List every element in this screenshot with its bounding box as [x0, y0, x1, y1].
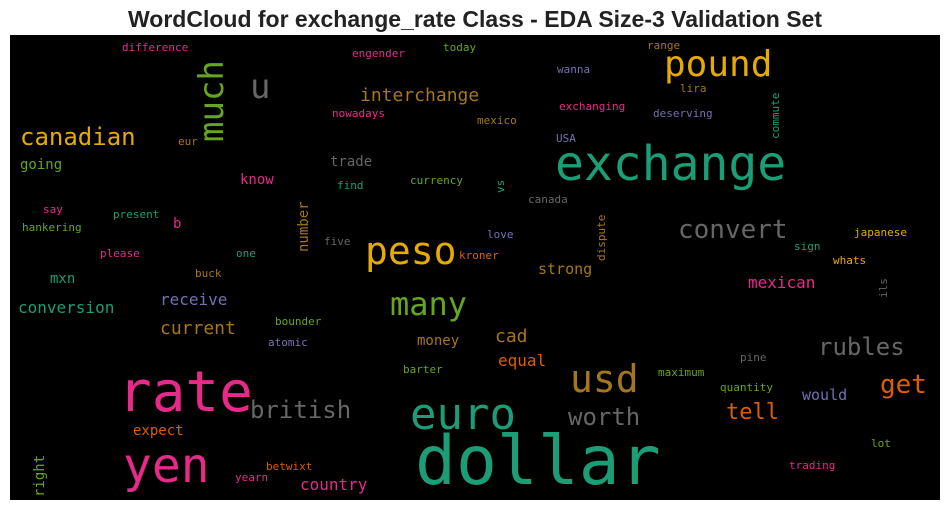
word-find: find	[337, 179, 364, 192]
word-strong: strong	[538, 260, 593, 278]
word-say: say	[43, 203, 63, 216]
word-receive: receive	[160, 290, 228, 309]
word-cad: cad	[495, 326, 528, 347]
word-dispute: dispute	[595, 214, 608, 262]
word-kroner: kroner	[459, 249, 499, 262]
word-much: much	[192, 59, 232, 142]
word-engender: engender	[352, 47, 405, 60]
word-maximum: maximum	[658, 366, 705, 379]
word-today: today	[443, 41, 477, 54]
word-present: present	[113, 208, 160, 221]
word-mexican: mexican	[748, 273, 816, 292]
word-deserving: deserving	[653, 107, 713, 120]
word-british: british	[250, 396, 352, 424]
word-mxn: mxn	[50, 271, 76, 287]
word-nowadays: nowadays	[332, 107, 385, 120]
word-currency: currency	[410, 174, 463, 187]
word-buck: buck	[195, 267, 222, 280]
word-bounder: bounder	[275, 315, 322, 328]
word-euro: euro	[410, 389, 516, 440]
word-eur: eur	[178, 135, 198, 148]
word-u: u	[250, 67, 271, 107]
word-lot: lot	[871, 437, 891, 450]
word-know: know	[240, 172, 274, 188]
word-whats: whats	[833, 254, 867, 267]
word-sign: sign	[794, 240, 821, 253]
word-expect: expect	[133, 423, 184, 439]
word-commute: commute	[769, 92, 782, 140]
word-range: range	[647, 39, 681, 52]
word-canada: canada	[528, 193, 568, 206]
word-one: one	[236, 247, 256, 260]
word-pound: pound	[664, 44, 773, 85]
word-canadian: canadian	[20, 123, 136, 151]
word-atomic: atomic	[268, 336, 308, 349]
word-barter: barter	[403, 363, 443, 376]
word-going: going	[20, 157, 63, 173]
word-vs: vs	[494, 179, 507, 194]
word-equal: equal	[498, 351, 547, 370]
word-get: get	[880, 370, 927, 400]
word-current: current	[160, 318, 236, 339]
word-dollar: dollar	[415, 422, 661, 500]
word-exchanging: exchanging	[559, 100, 626, 113]
chart-title: WordCloud for exchange_rate Class - EDA …	[128, 6, 822, 32]
word-love: love	[487, 228, 514, 241]
word-conversion: conversion	[18, 298, 115, 317]
word-five: five	[324, 235, 351, 248]
word-convert: convert	[678, 215, 788, 245]
word-please: please	[100, 247, 140, 260]
word-number: number	[296, 201, 312, 253]
word-pine: pine	[740, 351, 767, 364]
word-difference: difference	[122, 41, 189, 54]
word-interchange: interchange	[360, 85, 480, 106]
word-quantity: quantity	[720, 381, 773, 394]
word-peso: peso	[365, 229, 457, 273]
word-cloud: dollar exchange rate yen euro usd pound peso man…	[10, 35, 940, 500]
word-tell: tell	[726, 400, 779, 425]
word-rubles: rubles	[818, 333, 905, 361]
word-ils: ils	[877, 277, 890, 298]
word-japanese: japanese	[854, 226, 907, 239]
word-country: country	[300, 475, 368, 494]
word-would: would	[802, 386, 848, 404]
word-exchange: exchange	[555, 136, 787, 192]
word-betwixt: betwixt	[266, 460, 313, 473]
word-mexico: mexico	[477, 114, 517, 127]
word-money: money	[417, 333, 460, 349]
word-lira: lira	[680, 82, 707, 95]
word-usd: usd	[570, 357, 639, 401]
word-rate: rate	[118, 360, 253, 425]
word-b: b	[173, 216, 182, 232]
word-right: right	[32, 454, 48, 497]
word-yen: yen	[123, 438, 210, 494]
word-wanna: wanna	[557, 63, 591, 76]
word-many: many	[390, 285, 468, 323]
word-worth: worth	[568, 403, 641, 431]
word-yearn: yearn	[235, 471, 269, 484]
word-usa: USA	[556, 132, 576, 145]
word-hankering: hankering	[22, 221, 82, 234]
word-trading: trading	[789, 459, 836, 472]
word-trade: trade	[330, 154, 373, 170]
